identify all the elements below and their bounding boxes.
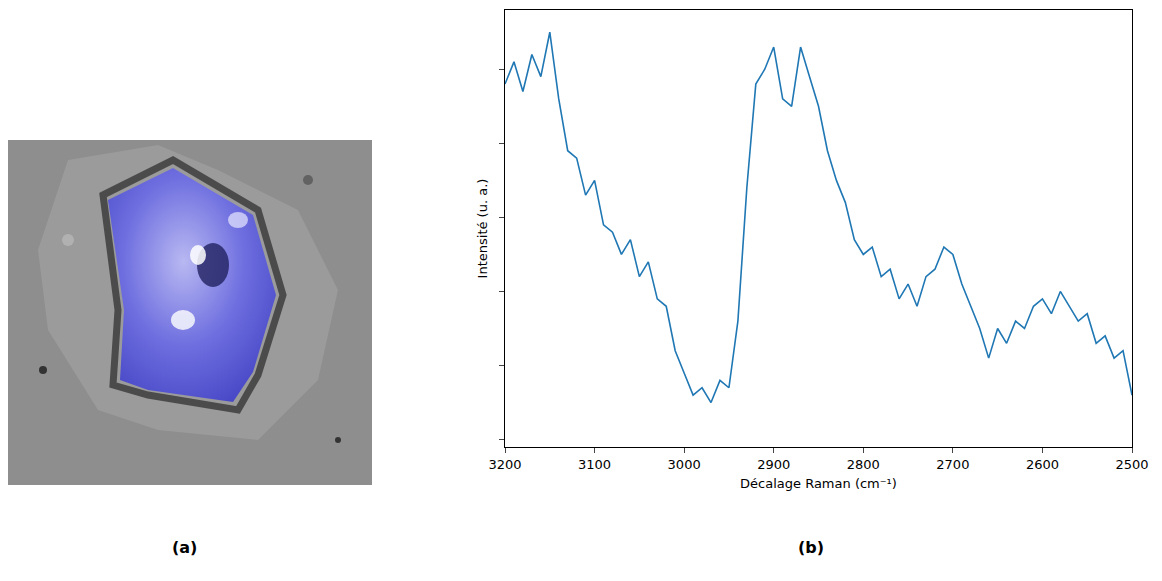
svg-text:3200: 3200 xyxy=(488,457,521,472)
html-text:(a): (a) xyxy=(172,538,198,557)
svg-text:Décalage Raman (cm⁻¹): Décalage Raman (cm⁻¹) xyxy=(740,476,897,491)
svg-text:2900: 2900 xyxy=(757,457,790,472)
svg-text:3100: 3100 xyxy=(578,457,611,472)
svg-text:3000: 3000 xyxy=(668,457,701,472)
svg-text:2700: 2700 xyxy=(936,457,969,472)
svg-text:2500: 2500 xyxy=(1115,457,1148,472)
html-text:(b): (b) xyxy=(798,538,825,557)
svg-text:2800: 2800 xyxy=(847,457,880,472)
svg-text:Intensité (u. a.): Intensité (u. a.) xyxy=(475,179,490,279)
svg-text:2600: 2600 xyxy=(1026,457,1059,472)
